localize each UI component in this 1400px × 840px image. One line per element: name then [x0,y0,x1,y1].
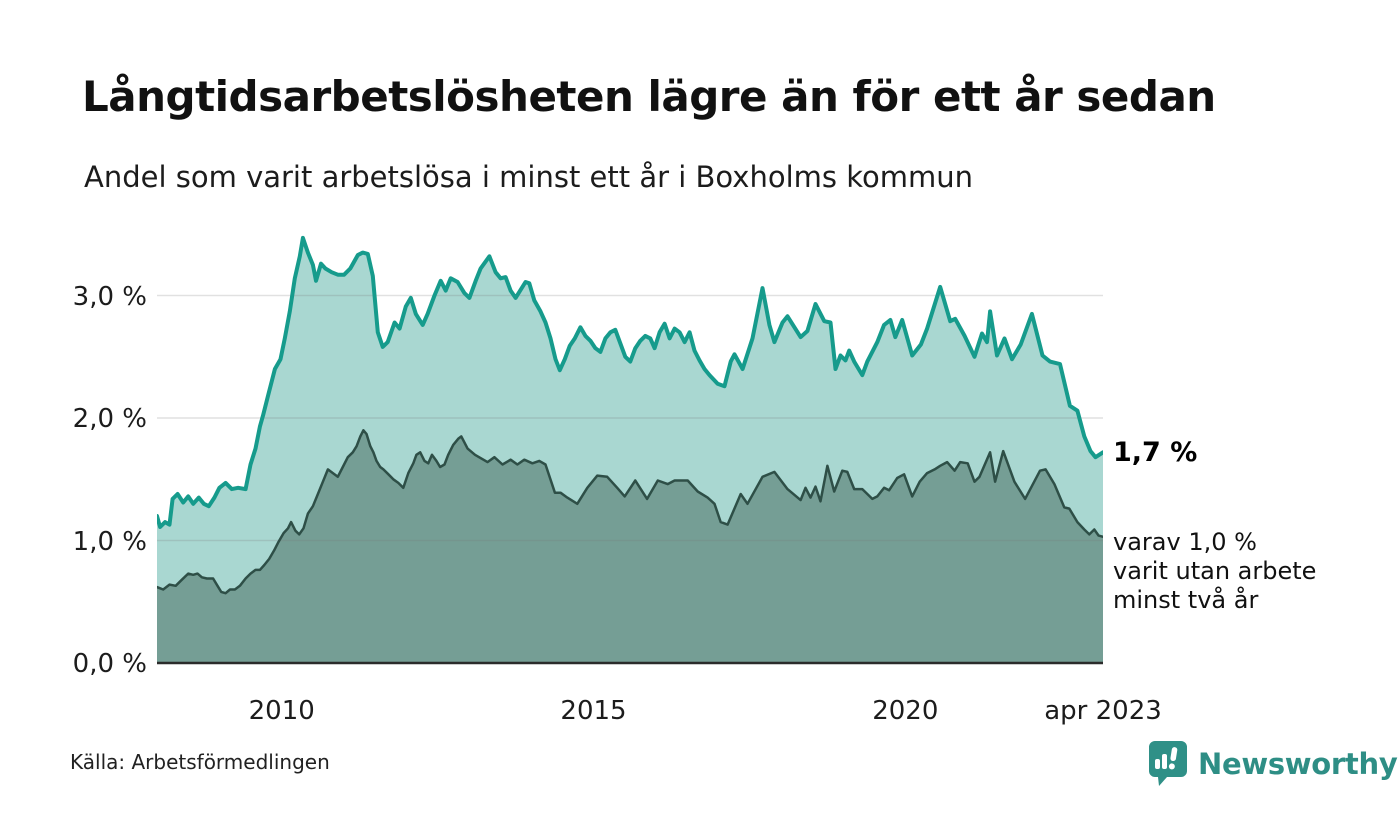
x-tick-2020: 2020 [872,696,939,726]
brand-logo: Newsworthy [1146,740,1398,788]
x-tick-apr-2023: apr 2023 [1044,696,1162,726]
series-line-1 [157,429,1103,595]
area-chart [157,235,1103,665]
annotation-line-3: minst två år [1113,586,1259,614]
y-tick-2: 2,0 % [72,404,147,434]
annotation-line-2: varit utan arbete [1113,557,1317,585]
latest-value-label: 1,7 % [1113,437,1198,468]
y-tick-0: 0,0 % [72,649,147,679]
two-year-annotation: varav 1,0 % varit utan arbete minst två … [1113,528,1316,615]
y-tick-3: 3,0 % [72,282,147,312]
source-caption: Källa: Arbetsförmedlingen [70,750,330,774]
area-fill-1 [157,430,1103,663]
x-tick-2015: 2015 [560,696,627,726]
x-tick-2010: 2010 [248,696,315,726]
brand-name: Newsworthy [1198,747,1398,781]
page-title: Långtidsarbetslösheten lägre än för ett … [82,72,1216,121]
page-subtitle: Andel som varit arbetslösa i minst ett å… [84,160,973,194]
annotation-line-1: varav 1,0 % [1113,528,1257,556]
y-tick-1: 1,0 % [72,527,147,557]
newsworthy-icon [1149,741,1187,786]
series-line-0 [157,235,1103,529]
